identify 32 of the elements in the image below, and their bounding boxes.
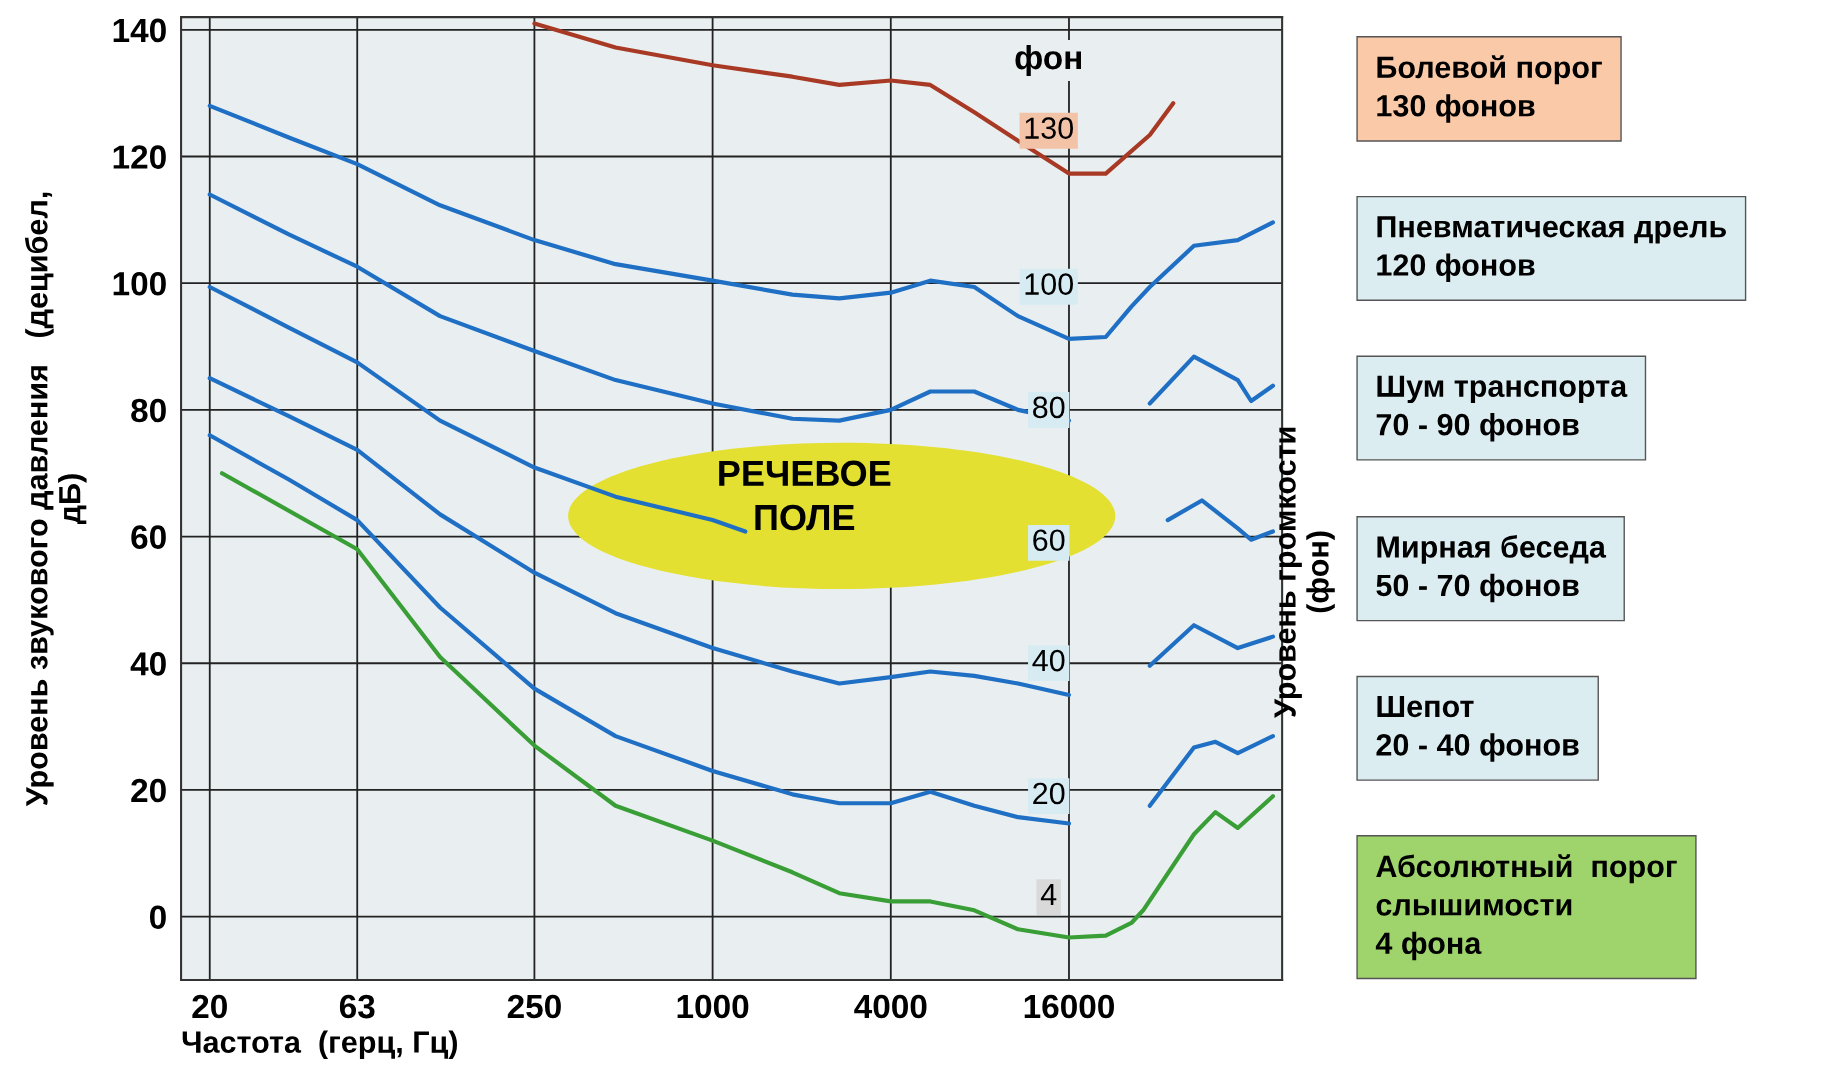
annotation: 60 [1033,529,1065,552]
text: Болевой порог 130 фонов [1377,55,1602,123]
annotation: 20 [1033,782,1065,805]
y-tick-label: 0 [149,905,166,930]
x-tick-label: 20 [192,994,227,1019]
x-tick-label: 250 [507,994,561,1019]
y-tick-label: 140 [113,18,166,43]
text: Шум транспорта 70 - 90 фонов [1376,375,1628,442]
annotation: 4 [1040,884,1057,906]
annotation: 130 [1025,117,1073,139]
y-tick-label: 20 [131,778,166,803]
annotation: 40 [1032,649,1065,672]
annotation: фон [1015,44,1081,76]
y-tick-label: 80 [131,398,166,423]
text: Мирная беседа 50 - 70 фонов [1376,535,1607,603]
x-tick-label: 16000 [1024,994,1114,1019]
text: Шепот 20 - 40 фонов [1376,695,1579,762]
y-axis-title: Уровень звукового давления (децибел, дБ) [24,192,87,807]
x-tick-label: 63 [339,994,375,1019]
x-tick-label: 4000 [854,994,927,1019]
annotation: 80 [1033,396,1065,419]
y-tick-label: 40 [130,652,166,676]
annotation: Уровень громкости (фон) [1274,427,1335,719]
annotation: 100 [1025,273,1073,295]
text: Пневматическая дрель 120 фонов [1377,216,1726,282]
x-axis-title: Частота (герц, Гц) [182,1030,457,1059]
y-tick-label: 100 [113,271,166,296]
y-tick-label: 60 [131,525,166,549]
text: Абсолютный порог слышимости 4 фона [1375,854,1677,961]
y-tick-label: 120 [113,145,166,169]
x-tick-label: 1000 [677,994,749,1019]
annotation: РЕЧЕВОЕ ПОЛЕ [719,460,891,531]
